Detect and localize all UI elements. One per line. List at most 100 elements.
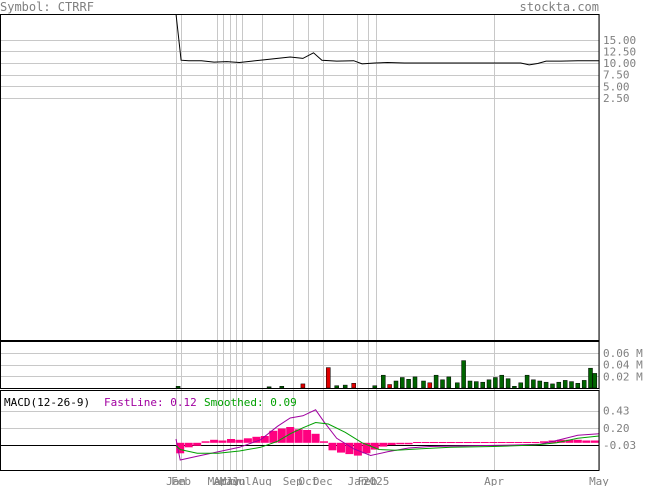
- macd-panel-frame: [0, 390, 600, 471]
- macd-smooth-label: Smoothed: 0.09: [204, 396, 297, 409]
- macd-hist-bar: [472, 442, 481, 443]
- x-tick-label: May: [589, 475, 609, 486]
- x-tick-label: Apr: [484, 475, 504, 486]
- macd-hist-bar: [582, 440, 591, 443]
- grid-lines: [0, 14, 600, 470]
- macd-hist-bar: [260, 436, 269, 443]
- macd-hist-bar: [506, 442, 515, 443]
- macd-hist-bar: [218, 440, 227, 443]
- volume-bar: [279, 386, 285, 389]
- volume-bar: [569, 381, 574, 389]
- macd-hist-bar: [286, 427, 295, 443]
- volume-bar: [381, 374, 386, 389]
- macd-hist-bar: [438, 442, 447, 443]
- volume-bar: [531, 379, 536, 389]
- macd-hist-bar: [370, 442, 379, 450]
- volume-bar: [505, 378, 511, 389]
- volume-bar: [512, 386, 517, 389]
- volume-bar: [326, 367, 331, 389]
- volume-bar: [433, 374, 439, 389]
- x-tick-label: 2025: [363, 475, 390, 486]
- volume-bar: [300, 383, 306, 389]
- volume-bar: [393, 380, 399, 389]
- volume-bar: [446, 376, 452, 389]
- macd-hist-bar: [184, 442, 193, 448]
- series-lines: [175, 13, 600, 461]
- volume-bar: [387, 384, 392, 389]
- price-tick-label: 7.50: [603, 69, 630, 82]
- x-tick-label: Mar: [208, 475, 228, 486]
- volume-bar: [592, 373, 598, 389]
- volume-bar: [467, 380, 473, 389]
- macd-hist-bar: [523, 442, 532, 443]
- volume-tick-label: 0.02 M: [603, 370, 643, 383]
- macd-hist-bar: [294, 429, 303, 443]
- volume-bar: [537, 380, 543, 389]
- volume-bar: [427, 382, 433, 389]
- volume-bar: [175, 386, 181, 389]
- macd-tick-label: 0.20: [603, 422, 630, 435]
- brand-label: stockta.com: [520, 0, 599, 14]
- macd-hist-bar: [404, 442, 413, 445]
- volume-bar: [543, 381, 549, 389]
- macd-hist-bar: [311, 433, 320, 443]
- price-tick-label: 2.50: [603, 92, 630, 105]
- volume-bar: [588, 367, 593, 389]
- macd-hist-bar: [353, 442, 362, 456]
- macd-histogram: [176, 427, 599, 456]
- macd-smooth-line: [175, 421, 600, 454]
- macd-hist-bar: [463, 442, 472, 443]
- macd-hist-bar: [531, 442, 540, 443]
- volume-bar: [372, 385, 378, 389]
- volume-tick-label: 0.06 M: [603, 347, 643, 360]
- volume-bar: [493, 377, 498, 389]
- price-tick-label: 5.00: [603, 80, 630, 93]
- volume-bar: [556, 381, 562, 389]
- macd-hist-bar: [176, 442, 185, 454]
- x-tick-label: Oct: [298, 475, 318, 486]
- x-tick-label: Feb: [358, 475, 378, 486]
- price-panel-frame: [0, 14, 600, 341]
- macd-hist-bar: [497, 442, 506, 443]
- x-tick-label: Feb: [171, 475, 191, 486]
- macd-hist-bar: [362, 442, 371, 454]
- volume-bar: [581, 380, 587, 389]
- x-tick-label: Sep: [283, 475, 303, 486]
- macd-hist-bar: [540, 441, 548, 443]
- volume-bar: [486, 379, 492, 389]
- macd-hist-bar: [269, 430, 278, 443]
- macd-hist-bar: [243, 438, 252, 443]
- x-tick-label: Jun: [226, 475, 246, 486]
- macd-hist-bar: [193, 442, 202, 446]
- macd-hist-bar: [227, 439, 235, 443]
- symbol-label: Symbol: CTRRF: [0, 0, 94, 14]
- volume-bar: [400, 377, 405, 389]
- x-tick-label: May: [220, 475, 240, 486]
- macd-hist-bar: [565, 439, 574, 443]
- macd-tick-label: -0.03: [603, 439, 636, 452]
- volume-bar: [351, 383, 356, 389]
- volume-bar: [550, 383, 555, 389]
- macd-hist-bar: [455, 442, 464, 443]
- volume-bar: [455, 382, 460, 389]
- macd-hist-bar: [235, 439, 244, 443]
- volume-bar: [474, 381, 479, 389]
- macd-hist-bar: [387, 442, 396, 446]
- macd-hist-bar: [590, 440, 599, 443]
- macd-tick-label: 0.43: [603, 405, 630, 418]
- macd-hist-bar: [320, 441, 328, 443]
- macd-hist-bar: [337, 442, 345, 453]
- macd-hist-bar: [489, 442, 498, 443]
- x-tick-label: Jul: [232, 475, 252, 486]
- x-tick-label: Aug: [252, 475, 272, 486]
- volume-bar: [440, 379, 445, 389]
- volume-bar: [406, 379, 411, 389]
- macd-hist-bar: [430, 442, 438, 443]
- macd-hist-bar: [573, 439, 582, 443]
- macd-fast-label: FastLine: 0.12: [104, 396, 197, 409]
- volume-bar: [499, 374, 504, 389]
- macd-label: MACD(12-26-9): [4, 396, 90, 409]
